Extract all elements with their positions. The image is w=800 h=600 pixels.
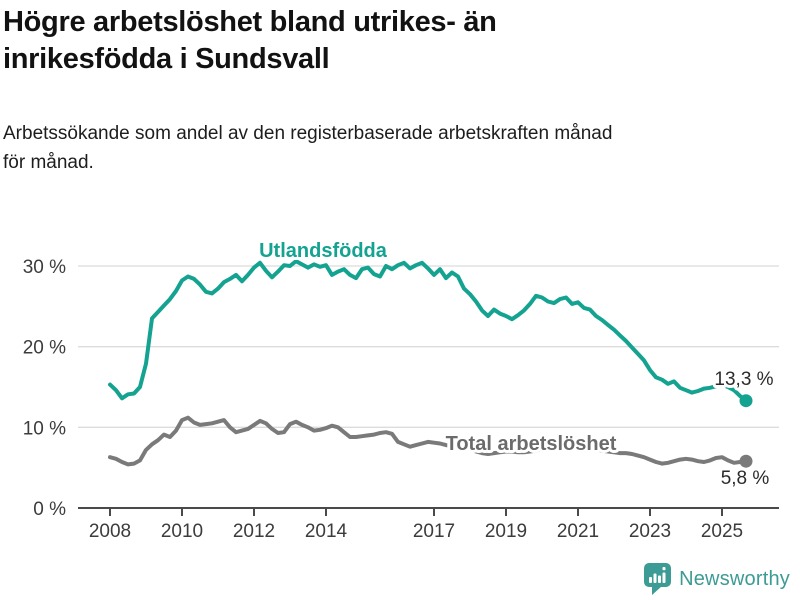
series-label-total-arbetsloshet: Total arbetslöshet xyxy=(446,433,617,455)
series-label-utlandsfodda: Utlandsfödda xyxy=(259,240,388,262)
x-tick-label: 2008 xyxy=(89,521,131,542)
x-tick-label: 2023 xyxy=(629,521,671,542)
x-tick-label: 2019 xyxy=(485,521,527,542)
x-tick-label: 2021 xyxy=(557,521,599,542)
newsworthy-logo-icon xyxy=(644,563,672,595)
x-tick-label: 2025 xyxy=(701,521,743,542)
chart-title-line1: Högre arbetslöshet bland utrikes- än xyxy=(3,6,497,38)
x-tick-label: 2010 xyxy=(161,521,203,542)
series-end-dot-0 xyxy=(739,394,753,408)
end-value-label-total: 5,8 % xyxy=(721,468,770,489)
series-line-0 xyxy=(108,259,748,403)
chart-title: Högre arbetslöshet bland utrikes- än inr… xyxy=(3,4,703,78)
y-tick-label: 20 % xyxy=(23,338,66,359)
newsworthy-brand: Newsworthy xyxy=(643,562,790,596)
x-tick-label: 2012 xyxy=(233,521,275,542)
chart-subtitle: Arbetssökande som andel av den registerb… xyxy=(3,123,613,173)
chart-title-line2: inrikesfödda i Sundsvall xyxy=(3,43,330,75)
series-end-dot-1 xyxy=(739,454,753,468)
plot-area: 0 % 10 % 20 % 30 % 2008 2010 2012 2014 2017 2019 2… xyxy=(23,257,779,542)
y-tick-label: 30 % xyxy=(23,257,66,278)
brand-wordmark: Newsworthy xyxy=(679,567,790,590)
y-tick-label: 10 % xyxy=(23,418,66,439)
x-tick-label: 2017 xyxy=(413,521,455,542)
y-tick-label: 0 % xyxy=(33,499,66,520)
end-value-label-utlandsfodda: 13,3 % xyxy=(714,369,773,390)
series-line-1 xyxy=(108,415,748,467)
x-tick-label: 2014 xyxy=(305,521,348,542)
